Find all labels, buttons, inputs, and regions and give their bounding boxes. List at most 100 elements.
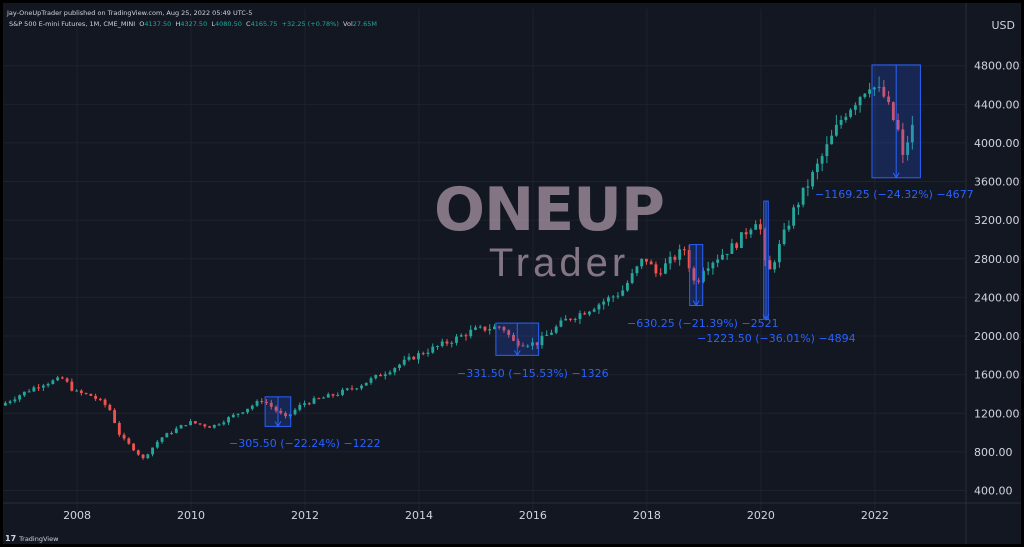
- candle-up: [839, 120, 843, 125]
- drawdown-arrowhead: [762, 313, 770, 321]
- candle-up: [46, 383, 50, 386]
- candle-up: [455, 336, 458, 343]
- candle-up: [607, 297, 610, 302]
- candle-down: [763, 229, 767, 261]
- candle-down: [512, 334, 515, 341]
- candle-down: [284, 413, 287, 417]
- candle-down: [79, 390, 83, 394]
- candle-up: [474, 327, 477, 330]
- candle-up: [8, 401, 12, 403]
- candle-up: [830, 135, 834, 145]
- candle-up: [160, 437, 164, 442]
- candle-down: [882, 86, 886, 97]
- candle-up: [369, 378, 373, 383]
- candle-down: [891, 102, 895, 121]
- candle-up: [41, 385, 45, 388]
- candle-down: [122, 434, 126, 439]
- candle-down: [208, 426, 211, 428]
- candle-up: [217, 424, 221, 426]
- drawdown-arrowhead: [274, 421, 282, 428]
- candle-up: [312, 398, 316, 404]
- candle-up: [573, 319, 577, 321]
- candle-up: [906, 142, 910, 155]
- candle-up: [165, 433, 169, 438]
- candle-up: [355, 388, 359, 390]
- candle-up: [815, 163, 819, 173]
- y-tick-label: 1600.00: [974, 369, 1020, 382]
- candle-up: [663, 263, 667, 274]
- candle-down: [127, 438, 131, 444]
- candle-down: [887, 96, 891, 103]
- candle-up: [189, 421, 192, 426]
- candle-up: [374, 374, 378, 379]
- candle-up: [212, 424, 216, 428]
- candle-up: [811, 172, 815, 187]
- candle-up: [398, 364, 401, 369]
- chart-pane[interactable]: 4800.00 4400.00 4000.00 3600.00 3200.00 2800.…: [3, 3, 1021, 544]
- candle-up: [341, 389, 344, 395]
- symbol-name[interactable]: S&P 500 E-mini Futures, 1M, CME_MINI: [9, 20, 136, 28]
- y-tick-label: 4800.00: [974, 60, 1020, 73]
- drawdown-measure-label: −630.25 (−21.39%) −2521: [627, 317, 779, 330]
- candle-up: [436, 345, 439, 347]
- candle-up: [540, 335, 544, 346]
- x-tick-label: 2016: [519, 509, 547, 522]
- y-tick-label: 800.00: [974, 446, 1013, 459]
- candle-up: [56, 377, 60, 381]
- candle-up: [801, 187, 805, 205]
- candle-up: [22, 391, 26, 396]
- candle-up: [478, 326, 482, 328]
- candle-down: [307, 403, 311, 405]
- candle-up: [459, 335, 463, 337]
- candle-up: [630, 273, 634, 283]
- candle-up: [739, 232, 743, 248]
- candle-up: [227, 417, 230, 423]
- candle-down: [412, 356, 416, 360]
- tradingview-logo[interactable]: 17 TradingView: [5, 534, 59, 543]
- drawdown-measure-label: −305.50 (−22.24%) −1222: [229, 437, 381, 450]
- candle-down: [317, 398, 321, 400]
- x-tick-label: 2022: [861, 509, 889, 522]
- candle-up: [564, 318, 568, 321]
- candle-up: [388, 372, 392, 375]
- candle-down: [193, 421, 197, 424]
- candle-up: [250, 405, 254, 409]
- candle-down: [497, 326, 501, 328]
- candle-up: [592, 309, 596, 312]
- candle-up: [578, 313, 582, 320]
- candle-up: [602, 301, 606, 305]
- candle-down: [203, 424, 207, 427]
- candle-down: [60, 377, 64, 379]
- drawdown-arrowhead: [513, 350, 521, 357]
- high-value: 4327.50: [180, 20, 208, 28]
- price-chart[interactable]: 4800.00 4400.00 4000.00 3600.00 3200.00 2800.…: [3, 3, 1021, 544]
- candle-up: [236, 413, 240, 415]
- drawdown-measure-label: −1223.50 (−36.01%) −4894: [697, 332, 856, 345]
- candle-up: [711, 262, 715, 269]
- candle-up: [787, 225, 791, 230]
- candle-up: [345, 388, 349, 390]
- open-value: 4137.50: [144, 20, 172, 28]
- candle-down: [132, 443, 136, 451]
- candle-up: [820, 156, 824, 164]
- candle-down: [692, 268, 696, 281]
- candle-down: [535, 342, 539, 346]
- tradingview-icon: 17: [5, 534, 17, 543]
- candle-up: [588, 311, 591, 315]
- candle-down: [113, 410, 117, 423]
- y-tick-label: 3600.00: [974, 176, 1020, 189]
- candle-up: [402, 359, 406, 365]
- candle-up: [730, 243, 734, 254]
- y-tick-label: 2800.00: [974, 253, 1020, 266]
- candle-down: [65, 378, 69, 382]
- close-value: 4165.75: [250, 20, 278, 28]
- candle-up: [668, 256, 672, 264]
- candle-up: [877, 86, 881, 88]
- candle-down: [84, 393, 88, 395]
- candle-up: [493, 326, 496, 330]
- candle-down: [502, 327, 506, 331]
- candle-up: [393, 368, 397, 373]
- candle-down: [735, 243, 739, 248]
- candle-up: [322, 397, 325, 399]
- symbol-legend[interactable]: S&P 500 E-mini Futures, 1M, CME_MINI O41…: [9, 20, 377, 28]
